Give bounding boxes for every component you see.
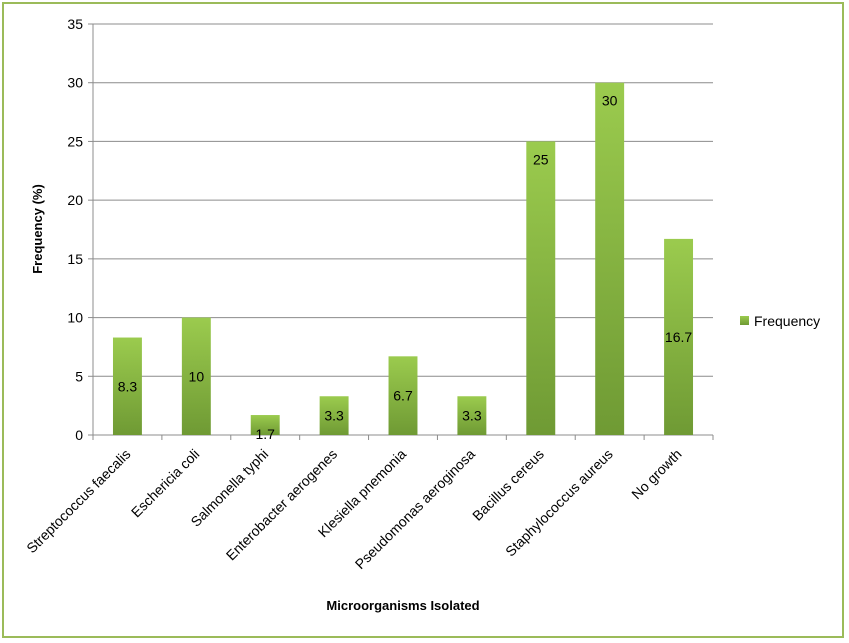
bars	[112, 82, 694, 435]
bar	[181, 317, 211, 435]
x-tick-label: Pseudomonas aeroginosa	[352, 446, 478, 572]
bar	[595, 82, 625, 435]
bar	[250, 415, 280, 435]
data-label: 25	[533, 151, 549, 167]
y-tick-label: 5	[75, 368, 83, 384]
legend: Frequency	[740, 313, 820, 329]
data-label: 8.3	[118, 378, 138, 394]
data-label: 3.3	[324, 408, 344, 424]
bar	[112, 337, 142, 435]
y-tick-label: 35	[67, 16, 83, 32]
data-label: 1.7	[255, 426, 275, 442]
y-tick-label: 0	[75, 427, 83, 443]
y-tick-label: 10	[67, 310, 83, 326]
x-tick-label: Bacillus cereus	[469, 446, 547, 524]
y-tick-label: 20	[67, 192, 83, 208]
bar	[457, 396, 487, 435]
y-axis-title: Frequency (%)	[30, 184, 45, 274]
x-tick-label: Streptococcus faecalis	[23, 446, 133, 556]
data-label: 10	[189, 368, 205, 384]
bar	[319, 396, 349, 435]
legend-swatch	[740, 316, 749, 325]
bar	[526, 141, 556, 435]
x-tick-label: Eschericia coli	[128, 446, 203, 521]
data-label: 16.7	[665, 329, 692, 345]
legend-label: Frequency	[754, 313, 820, 329]
data-label: 6.7	[393, 388, 413, 404]
data-label: 30	[602, 93, 618, 109]
x-tick-label: Enterobacter aerogenes	[223, 446, 341, 564]
y-tick-label: 25	[67, 133, 83, 149]
bar	[664, 238, 694, 435]
x-tick-label: No growth	[628, 446, 684, 502]
y-tick-labels: 0 5 10 15 20 25 30 35	[67, 16, 83, 443]
data-label: 3.3	[462, 408, 482, 424]
y-tick-label: 30	[67, 75, 83, 91]
y-tick-label: 15	[67, 251, 83, 267]
bar	[388, 356, 418, 435]
data-labels: 8.3 10 1.7 3.3 6.7 3.3 25 30 16.7	[118, 93, 693, 442]
x-axis-title: Microorganisms Isolated	[326, 598, 479, 613]
